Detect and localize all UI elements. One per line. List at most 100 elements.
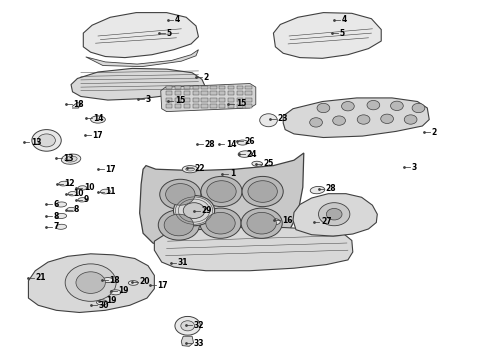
Ellipse shape [186, 167, 195, 171]
Text: 2: 2 [432, 128, 437, 137]
Polygon shape [273, 13, 381, 58]
Circle shape [381, 114, 393, 123]
Bar [219, 98, 225, 102]
Bar [166, 104, 172, 108]
Polygon shape [71, 68, 205, 100]
Bar [228, 98, 234, 102]
Circle shape [173, 195, 215, 226]
Bar [228, 86, 234, 89]
Bar [228, 104, 234, 108]
Text: 8: 8 [73, 205, 78, 214]
Polygon shape [161, 84, 256, 112]
Circle shape [342, 102, 354, 111]
Polygon shape [28, 254, 154, 312]
Bar [245, 98, 252, 102]
Text: 10: 10 [84, 184, 94, 193]
Text: 5: 5 [340, 29, 344, 38]
Bar [184, 86, 190, 89]
Circle shape [175, 316, 200, 335]
Text: 6: 6 [53, 200, 59, 209]
Bar [237, 98, 243, 102]
Bar [245, 104, 252, 108]
Bar [166, 86, 172, 89]
Ellipse shape [68, 192, 77, 196]
Bar [219, 86, 225, 89]
Text: 28: 28 [204, 140, 215, 149]
Text: 2: 2 [204, 73, 209, 82]
Bar [184, 104, 190, 108]
Text: 24: 24 [246, 150, 257, 159]
Circle shape [367, 100, 380, 110]
Ellipse shape [238, 151, 252, 157]
Text: 33: 33 [194, 339, 204, 348]
Text: 16: 16 [282, 216, 292, 225]
Bar [193, 86, 199, 89]
Bar [193, 104, 199, 108]
Circle shape [391, 101, 403, 111]
Ellipse shape [267, 219, 280, 225]
Text: 23: 23 [278, 114, 288, 123]
Bar [175, 98, 181, 102]
Circle shape [201, 176, 242, 207]
Circle shape [260, 114, 277, 127]
Circle shape [326, 208, 342, 220]
Bar [219, 91, 225, 95]
Circle shape [38, 134, 55, 147]
Text: 14: 14 [226, 140, 236, 149]
Circle shape [248, 181, 277, 202]
Text: 8: 8 [53, 212, 59, 220]
Circle shape [412, 103, 425, 113]
Ellipse shape [65, 156, 77, 162]
Bar [237, 104, 243, 108]
Polygon shape [140, 153, 304, 253]
Text: 29: 29 [201, 207, 212, 215]
Ellipse shape [56, 213, 67, 219]
Circle shape [318, 203, 350, 226]
Text: 7: 7 [53, 222, 59, 231]
Polygon shape [283, 98, 429, 138]
Bar [237, 91, 243, 95]
Bar [210, 104, 217, 108]
Bar [210, 91, 217, 95]
Text: 25: 25 [263, 159, 273, 168]
Text: 26: 26 [245, 137, 255, 146]
Bar [201, 91, 208, 95]
Bar [184, 98, 190, 102]
Circle shape [200, 208, 241, 238]
Circle shape [158, 210, 199, 240]
Text: 28: 28 [326, 184, 337, 193]
Circle shape [76, 272, 105, 293]
Ellipse shape [182, 166, 198, 173]
Circle shape [183, 203, 205, 219]
Circle shape [181, 321, 195, 331]
Text: 14: 14 [94, 114, 104, 122]
Text: 18: 18 [109, 276, 120, 284]
Text: 20: 20 [140, 277, 150, 286]
Bar [166, 91, 172, 95]
Circle shape [333, 116, 345, 125]
Text: 27: 27 [321, 217, 332, 226]
Ellipse shape [91, 116, 105, 123]
Ellipse shape [56, 202, 67, 207]
Ellipse shape [128, 281, 138, 285]
Text: 17: 17 [105, 165, 116, 174]
Circle shape [317, 103, 330, 113]
Ellipse shape [100, 189, 110, 194]
Bar [193, 98, 199, 102]
Circle shape [247, 212, 276, 234]
Bar [175, 86, 181, 89]
Ellipse shape [102, 278, 113, 283]
Circle shape [404, 115, 417, 124]
Polygon shape [86, 50, 198, 67]
Text: 4: 4 [175, 15, 180, 24]
Bar [175, 91, 181, 95]
Ellipse shape [67, 207, 75, 212]
Circle shape [242, 176, 283, 207]
Polygon shape [293, 194, 377, 236]
Bar [219, 104, 225, 108]
Ellipse shape [61, 154, 81, 164]
Text: 3: 3 [146, 95, 151, 104]
Circle shape [32, 130, 61, 151]
Circle shape [65, 264, 116, 301]
Text: 19: 19 [106, 297, 117, 305]
